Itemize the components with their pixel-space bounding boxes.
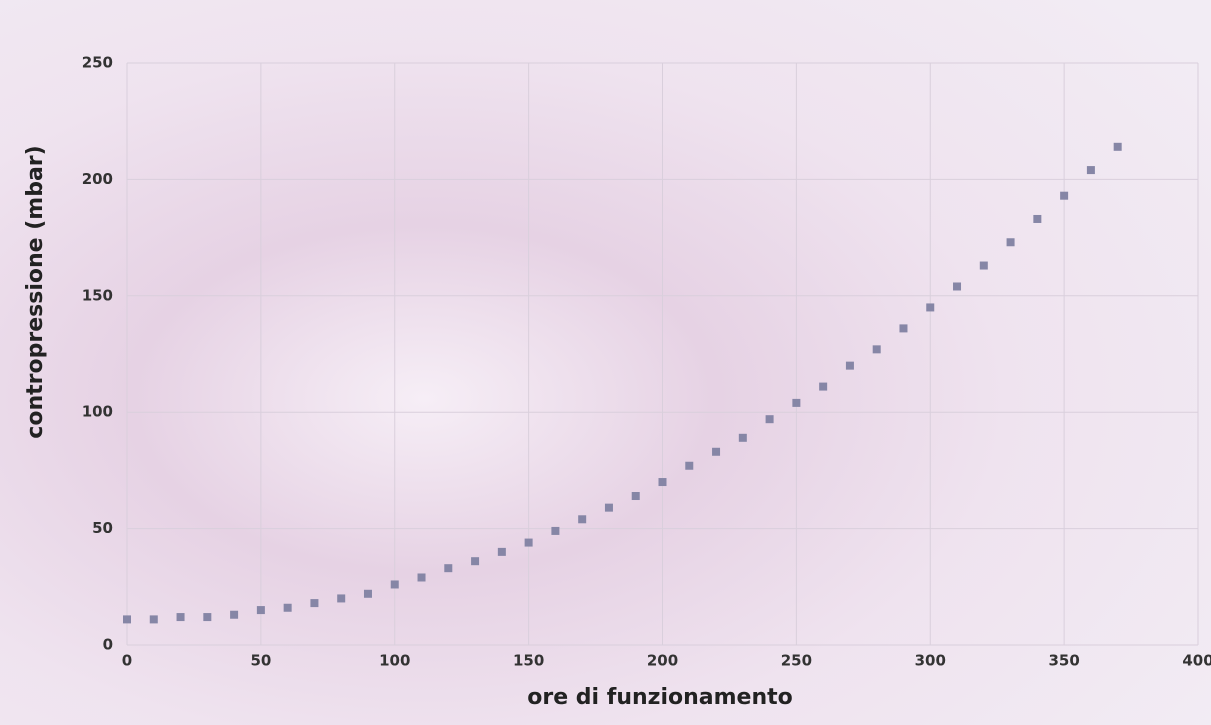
point: [899, 324, 908, 333]
point: [471, 557, 480, 566]
x-tick-label: 200: [647, 652, 678, 670]
point: [845, 361, 854, 370]
point: [604, 503, 613, 512]
point: [685, 461, 694, 470]
point: [417, 573, 426, 582]
point: [149, 615, 158, 624]
point: [337, 594, 346, 603]
point: [1086, 166, 1095, 175]
point: [310, 599, 319, 608]
y-tick-label: 50: [92, 519, 113, 537]
point: [363, 589, 372, 598]
x-tick-label: 150: [513, 652, 544, 670]
point: [926, 303, 935, 312]
point: [738, 433, 747, 442]
y-tick-label: 150: [82, 286, 113, 304]
x-tick-label: 300: [915, 652, 946, 670]
point: [979, 261, 988, 270]
point: [819, 382, 828, 391]
x-axis-title: ore di funzionamento: [527, 685, 793, 710]
x-tick-label: 250: [781, 652, 812, 670]
y-tick-label: 0: [103, 636, 113, 654]
point: [524, 538, 533, 547]
x-tick-label: 0: [122, 652, 132, 670]
point: [872, 345, 881, 354]
point: [390, 580, 399, 589]
y-tick-label: 100: [82, 403, 113, 421]
point: [1113, 142, 1122, 151]
point: [631, 492, 640, 501]
point: [765, 415, 774, 424]
point: [1006, 238, 1015, 247]
y-tick-label: 250: [82, 54, 113, 72]
point: [1060, 191, 1069, 200]
point: [953, 282, 962, 291]
point: [203, 613, 212, 622]
point: [256, 606, 265, 615]
x-tick-label: 400: [1182, 652, 1211, 670]
point: [176, 613, 185, 622]
x-tick-label: 100: [379, 652, 410, 670]
point: [497, 547, 506, 556]
point: [444, 564, 453, 573]
point: [283, 603, 292, 612]
point: [578, 515, 587, 524]
point: [551, 526, 560, 535]
point: [792, 398, 801, 407]
x-tick-label: 350: [1048, 652, 1079, 670]
point: [123, 615, 131, 624]
x-tick-label: 50: [250, 652, 271, 670]
y-axis-title: contropressione (mbar): [23, 145, 48, 438]
point: [230, 610, 239, 619]
point: [1033, 214, 1042, 223]
point: [658, 478, 667, 487]
point: [712, 447, 721, 456]
y-tick-label: 200: [82, 170, 113, 188]
